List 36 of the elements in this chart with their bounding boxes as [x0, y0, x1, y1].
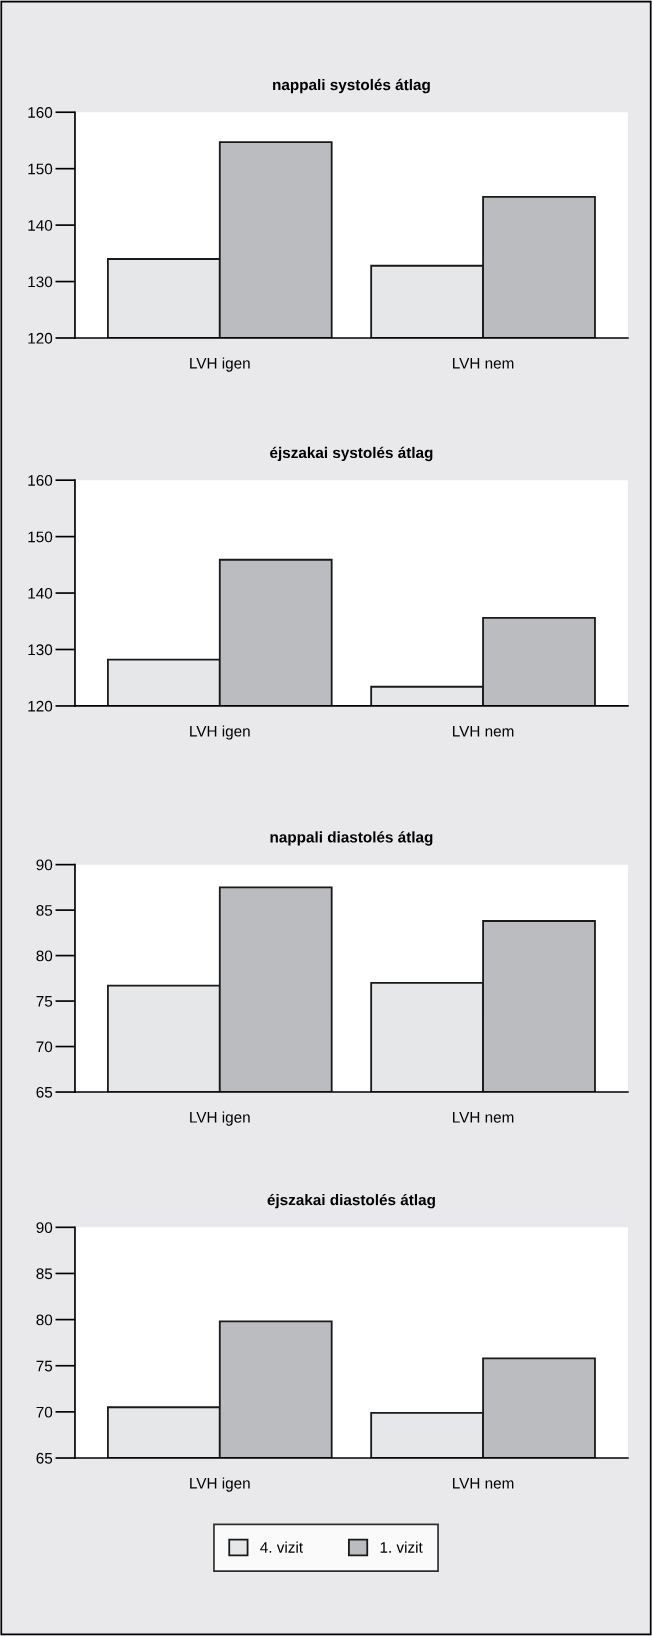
y-tick-label: 140 [28, 587, 53, 599]
y-tick-label: 130 [28, 276, 53, 288]
y-tick-label: 90 [36, 1222, 53, 1234]
chart-title: nappali systolés átlag [273, 78, 430, 94]
y-tick-label: 65 [36, 1086, 53, 1098]
y-tick-label: 70 [36, 1041, 53, 1053]
y-tick-label: 65 [36, 1452, 53, 1464]
chart-title: éjszakai systolés átlag [270, 446, 433, 462]
y-tick-label: 85 [36, 1268, 53, 1280]
y-tick-label: 160 [28, 475, 53, 486]
y-tick-label: 120 [28, 700, 53, 712]
y-tick-label: 80 [36, 950, 53, 962]
x-tick-label: LVH igen [190, 725, 250, 740]
y-tick-label: 90 [36, 859, 53, 871]
x-tick-label: LVH nem [453, 1478, 514, 1489]
x-tick-label: LVH igen [190, 1477, 250, 1492]
legend-label: 1. vizit [380, 1541, 423, 1553]
x-tick-label: LVH igen [190, 1111, 250, 1126]
y-tick-label: 75 [36, 1360, 53, 1372]
y-tick-label: 160 [28, 107, 53, 118]
y-tick-label: 85 [36, 904, 53, 916]
x-tick-label: LVH nem [453, 1112, 514, 1123]
y-tick-label: 75 [36, 996, 53, 1007]
y-tick-label: 150 [28, 531, 53, 543]
x-tick-label: LVH igen [190, 357, 250, 372]
y-tick-label: 70 [36, 1406, 53, 1418]
y-tick-label: 130 [28, 644, 53, 656]
x-tick-label: LVH nem [453, 725, 514, 737]
y-tick-label: 140 [28, 219, 53, 231]
y-tick-label: 80 [36, 1314, 53, 1326]
chart-title: éjszakai diastolés átlag [267, 1193, 435, 1209]
y-tick-label: 120 [28, 332, 53, 344]
y-tick-label: 150 [28, 163, 53, 175]
legend-label: 4. vizit [260, 1541, 303, 1553]
x-tick-label: LVH nem [453, 358, 514, 369]
chart-title: nappali diastolés átlag [270, 831, 433, 846]
